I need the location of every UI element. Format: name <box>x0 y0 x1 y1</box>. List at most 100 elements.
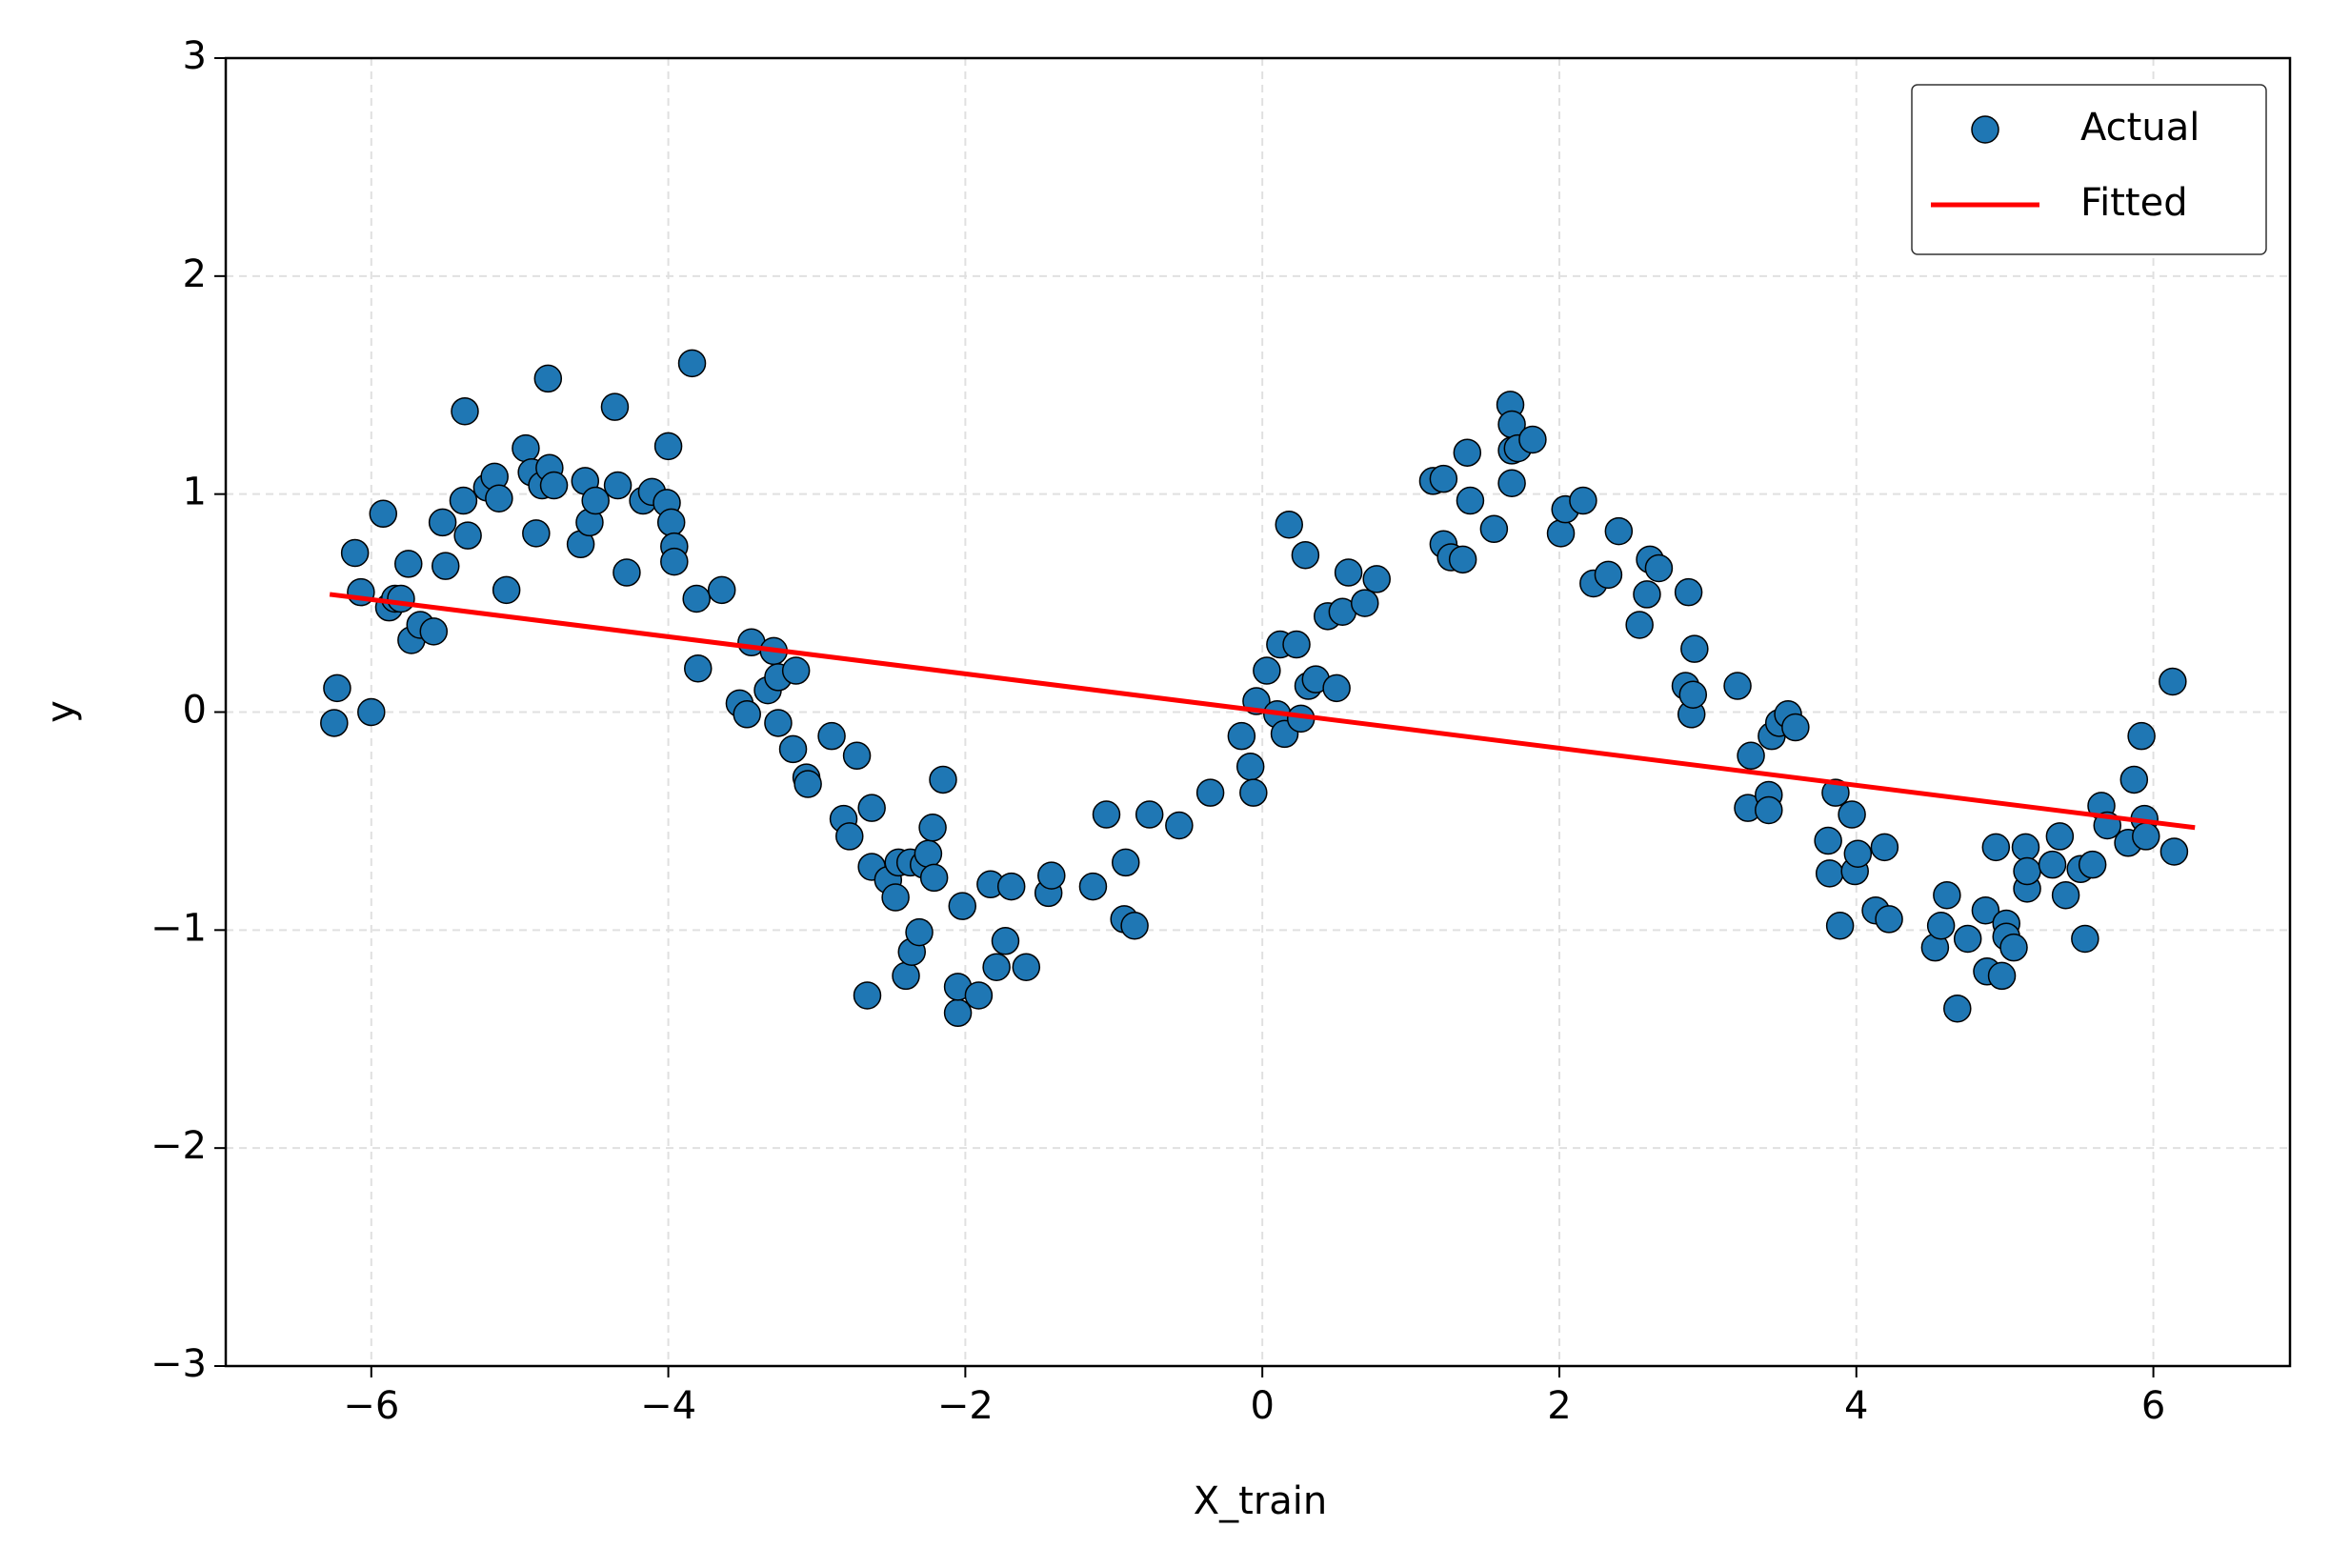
point <box>369 499 398 529</box>
point <box>778 734 808 764</box>
y-tick-label: 2 <box>183 252 207 296</box>
point <box>948 892 977 920</box>
point <box>1644 553 1674 583</box>
point <box>1755 795 1783 825</box>
point <box>982 953 1011 981</box>
point <box>991 927 1020 955</box>
point <box>918 814 947 842</box>
point <box>2038 850 2067 879</box>
point <box>881 883 910 912</box>
point <box>653 432 683 461</box>
point <box>1456 486 1485 515</box>
point <box>449 486 478 515</box>
point <box>387 584 415 613</box>
point <box>1448 545 1477 574</box>
point <box>2127 721 2156 751</box>
point <box>1943 994 1972 1023</box>
point <box>660 547 689 576</box>
point <box>996 872 1026 901</box>
point <box>1350 589 1379 617</box>
point <box>340 538 370 568</box>
legend-label: Actual <box>2080 106 2199 150</box>
point <box>1814 826 1842 855</box>
point <box>539 471 569 500</box>
point <box>1680 634 1709 663</box>
y-tick-label: −1 <box>151 906 207 950</box>
point <box>1815 859 1844 888</box>
point <box>1604 516 1634 546</box>
point <box>600 392 630 421</box>
point <box>656 508 686 537</box>
point <box>2119 765 2149 794</box>
point <box>733 700 761 729</box>
point <box>835 822 864 851</box>
point <box>929 765 957 794</box>
point <box>781 656 811 685</box>
x-axis-label: X_train <box>1194 1479 1328 1523</box>
point <box>1633 580 1661 609</box>
point <box>1569 486 1597 515</box>
point <box>431 552 460 580</box>
point <box>1334 558 1363 587</box>
point <box>453 521 482 550</box>
point <box>677 349 707 378</box>
point <box>1078 872 1108 901</box>
point <box>682 584 711 613</box>
point <box>1282 630 1311 659</box>
point <box>323 673 352 703</box>
point <box>817 721 846 751</box>
point <box>919 863 949 893</box>
point <box>1678 680 1708 709</box>
point <box>1275 510 1303 539</box>
point <box>1926 912 1956 940</box>
point <box>485 484 513 513</box>
y-tick-label: 3 <box>183 34 207 78</box>
point <box>2045 822 2075 851</box>
point <box>1291 540 1320 570</box>
point <box>1674 577 1703 607</box>
point <box>964 981 994 1010</box>
point <box>419 617 449 646</box>
y-tick-label: −3 <box>151 1342 207 1386</box>
plot-frame <box>224 56 2292 1368</box>
y-tick-label: 1 <box>183 471 207 514</box>
point <box>914 839 943 868</box>
point <box>1838 800 1866 829</box>
point <box>1821 778 1850 807</box>
point <box>892 961 920 991</box>
point <box>2132 822 2160 851</box>
legend-label: Fitted <box>2080 181 2188 225</box>
legend-marker <box>1971 115 1999 144</box>
legend-box <box>1911 84 2267 255</box>
x-tick-label: −2 <box>937 1384 994 1428</box>
point <box>1497 469 1526 497</box>
x-tick-label: −4 <box>640 1384 696 1428</box>
point <box>2013 856 2041 886</box>
fitted-line <box>329 592 2196 831</box>
point <box>1120 912 1149 940</box>
point <box>581 486 610 515</box>
y-axis-label: y <box>39 700 83 723</box>
point <box>1165 811 1194 840</box>
point <box>512 433 540 463</box>
point <box>1723 672 1752 700</box>
point <box>1999 933 2028 962</box>
point <box>1227 721 1256 751</box>
point <box>1518 425 1547 454</box>
x-tick-label: 6 <box>2141 1384 2165 1428</box>
point <box>1594 560 1623 590</box>
point <box>1987 961 2017 991</box>
point <box>1870 833 1899 862</box>
point <box>451 396 479 426</box>
point <box>1195 778 1225 807</box>
point <box>320 709 349 737</box>
point <box>1453 438 1482 467</box>
point <box>2078 850 2107 879</box>
point <box>2011 833 2040 862</box>
point <box>533 364 563 393</box>
x-tick-label: 4 <box>1844 1384 1868 1428</box>
point <box>1362 565 1391 593</box>
point <box>1429 464 1458 493</box>
point <box>2051 880 2080 910</box>
legend: Actual Fitted <box>1911 84 2267 255</box>
